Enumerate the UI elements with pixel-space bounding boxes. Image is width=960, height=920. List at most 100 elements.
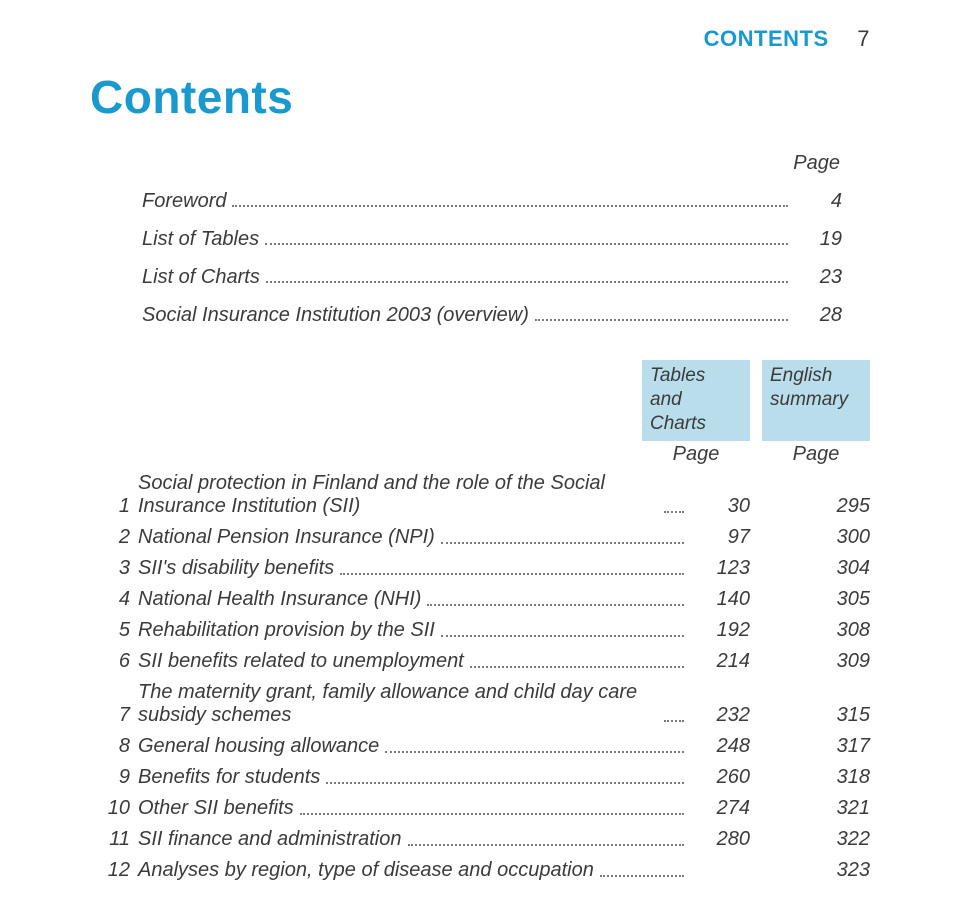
chapter-row: 7The maternity grant, family allowance a… <box>90 681 870 727</box>
front-matter-page: 23 <box>794 258 842 296</box>
chapter-label: SII finance and administration <box>138 828 402 851</box>
leader-dots <box>385 739 684 753</box>
front-matter-page: 19 <box>794 220 842 258</box>
front-matter-row: List of Charts 23 <box>142 258 842 296</box>
front-matter-row: List of Tables 19 <box>142 220 842 258</box>
chapter-page-labels: Page Page <box>138 443 870 466</box>
chapter-page-summary: 300 <box>810 526 870 549</box>
running-head: CONTENTS 7 <box>90 26 870 52</box>
chapter-row: 3SII's disability benefits 123 304 <box>90 557 870 580</box>
chapter-row: 2National Pension Insurance (NPI) 97 300 <box>90 526 870 549</box>
chapter-page-summary: 308 <box>810 619 870 642</box>
front-matter-label: List of Tables <box>142 220 259 258</box>
leader-dots <box>408 832 685 846</box>
chapter-label: Benefits for students <box>138 766 320 789</box>
leader-dots <box>300 801 684 815</box>
page: CONTENTS 7 Contents Page Foreword4List o… <box>0 0 960 920</box>
chapter-number: 5 <box>90 619 138 642</box>
chapter-page-tables: 232 <box>690 704 750 727</box>
chapter-row: 12Analyses by region, type of disease an… <box>90 859 870 882</box>
chapter-page-summary: 321 <box>810 797 870 820</box>
running-head-label: CONTENTS <box>704 26 829 51</box>
chapter-page-summary: 309 <box>810 650 870 673</box>
chapter-number: 12 <box>90 859 138 882</box>
leader-dots <box>326 770 684 784</box>
chapter-number: 10 <box>90 797 138 820</box>
chapter-page-summary: 315 <box>810 704 870 727</box>
chapter-row: 10Other SII benefits 274 321 <box>90 797 870 820</box>
page-title: Contents <box>90 70 870 124</box>
chapter-page-tables: 274 <box>690 797 750 820</box>
leader-dots <box>664 708 684 722</box>
chapter-number: 2 <box>90 526 138 549</box>
chapter-number: 11 <box>90 828 138 851</box>
chapter-row: 11SII finance and administration 280 322 <box>90 828 870 851</box>
chapter-page-tables: 280 <box>690 828 750 851</box>
chapter-page-tables: 260 <box>690 766 750 789</box>
chapter-row: 5Rehabilitation provision by the SII 192 3… <box>90 619 870 642</box>
front-matter-row: Foreword 4 <box>142 182 842 220</box>
chapter-row: 8General housing allowance 248 317 <box>90 735 870 758</box>
chapter-page-summary: 317 <box>810 735 870 758</box>
leader-dots <box>535 307 788 321</box>
chapter-page-tables: 123 <box>690 557 750 580</box>
leader-dots <box>664 499 684 513</box>
chapter-column-headers: Tables and Charts English summary <box>138 360 870 441</box>
page-label-col2: Page <box>762 443 870 466</box>
chapter-page-tables: 248 <box>690 735 750 758</box>
leader-dots <box>441 623 684 637</box>
col-header-tables-charts: Tables and Charts <box>642 360 750 441</box>
chapter-label: Social protection in Finland and the rol… <box>138 472 658 518</box>
front-matter-label: Foreword <box>142 182 226 220</box>
chapter-row: 6SII benefits related to unemployment 214… <box>90 650 870 673</box>
running-head-page: 7 <box>857 26 870 51</box>
chapter-number: 3 <box>90 557 138 580</box>
chapter-number: 4 <box>90 588 138 611</box>
chapter-page-tables: 140 <box>690 588 750 611</box>
chapter-page-tables: 192 <box>690 619 750 642</box>
leader-dots <box>265 231 788 245</box>
chapter-page-tables: 97 <box>690 526 750 549</box>
leader-dots <box>441 530 684 544</box>
front-matter-page: 4 <box>794 182 842 220</box>
chapter-row: 9Benefits for students 260 318 <box>90 766 870 789</box>
chapter-number: 1 <box>90 495 138 518</box>
leader-dots <box>340 561 684 575</box>
front-matter-list: Page Foreword4List of Tables19List of Ch… <box>142 144 842 334</box>
chapter-number: 7 <box>90 704 138 727</box>
chapter-page-summary: 323 <box>810 859 870 882</box>
front-matter-label: Social Insurance Institution 2003 (overv… <box>142 296 529 334</box>
chapter-label: General housing allowance <box>138 735 379 758</box>
chapter-page-summary: 305 <box>810 588 870 611</box>
chapter-label: SII's disability benefits <box>138 557 334 580</box>
chapter-row: 4National Health Insurance (NHI) 140 305 <box>90 588 870 611</box>
chapter-label: Rehabilitation provision by the SII <box>138 619 435 642</box>
front-matter-page-label: Page <box>142 144 840 182</box>
leader-dots <box>470 654 684 668</box>
chapter-label: Analyses by region, type of disease and … <box>138 859 594 882</box>
chapter-label: National Pension Insurance (NPI) <box>138 526 435 549</box>
chapter-number: 6 <box>90 650 138 673</box>
col-header-english-summary: English summary <box>762 360 870 441</box>
chapter-list: Tables and Charts English summary Page P… <box>90 360 870 882</box>
chapter-page-summary: 295 <box>810 495 870 518</box>
leader-dots <box>600 863 684 877</box>
leader-dots <box>266 269 788 283</box>
chapter-page-summary: 322 <box>810 828 870 851</box>
chapter-label: SII benefits related to unemployment <box>138 650 464 673</box>
leader-dots <box>427 592 684 606</box>
chapter-page-tables: 30 <box>690 495 750 518</box>
chapter-number: 8 <box>90 735 138 758</box>
chapter-label: Other SII benefits <box>138 797 294 820</box>
front-matter-row: Social Insurance Institution 2003 (overv… <box>142 296 842 334</box>
chapter-page-tables: 214 <box>690 650 750 673</box>
page-label-col1: Page <box>642 443 750 466</box>
front-matter-page: 28 <box>794 296 842 334</box>
front-matter-label: List of Charts <box>142 258 260 296</box>
chapter-label: The maternity grant, family allowance an… <box>138 681 658 727</box>
chapter-label: National Health Insurance (NHI) <box>138 588 421 611</box>
chapter-page-summary: 318 <box>810 766 870 789</box>
chapter-number: 9 <box>90 766 138 789</box>
chapter-page-summary: 304 <box>810 557 870 580</box>
chapter-row: 1Social protection in Finland and the ro… <box>90 472 870 518</box>
